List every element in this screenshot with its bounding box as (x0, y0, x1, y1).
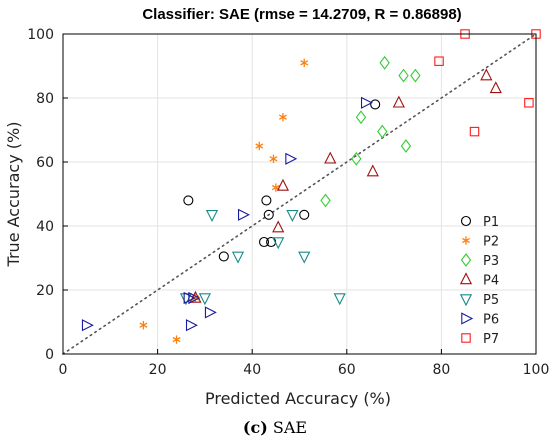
series-p5 (179, 210, 346, 306)
legend-label: P7 (483, 332, 499, 347)
data-point (524, 98, 534, 108)
data-point (204, 306, 217, 319)
caption-label: (c) (242, 418, 268, 437)
data-point (231, 251, 245, 264)
x-tick-label: 100 (523, 362, 550, 378)
scatter-chart: Classifier: SAE (rmse = 14.2709, R = 0.8… (4, 6, 550, 408)
legend-marker (460, 253, 472, 267)
data-point (255, 141, 264, 151)
legend-label: P2 (483, 235, 499, 250)
caption-text: SAE (272, 418, 308, 437)
data-point (320, 193, 331, 208)
data-point (469, 126, 480, 137)
y-axis-label: True Accuracy (%) (4, 122, 23, 268)
x-tick-labels: 0 20 40 60 80 100 (59, 362, 550, 378)
data-point (351, 151, 362, 166)
data-point (272, 237, 285, 250)
y-tick-label: 0 (45, 347, 54, 363)
data-point (324, 151, 337, 164)
data-point (198, 293, 211, 306)
data-point (139, 321, 148, 330)
legend-label: P6 (483, 313, 499, 328)
data-point (370, 99, 381, 110)
data-point (266, 236, 277, 248)
data-point (360, 96, 373, 109)
data-point (258, 236, 270, 248)
figure-caption: (c) SAE (0, 418, 550, 437)
data-point (392, 95, 405, 108)
x-tick-label: 60 (338, 362, 356, 378)
legend-label: P4 (483, 274, 499, 289)
legend-label: P3 (483, 254, 499, 269)
data-point (218, 251, 229, 262)
data-point (333, 293, 346, 306)
data-point (410, 68, 421, 83)
x-tick-label: 20 (149, 362, 167, 378)
data-point (285, 152, 298, 165)
data-point (81, 319, 94, 332)
data-point (237, 208, 250, 221)
y-tick-label: 80 (36, 91, 54, 107)
plot-area-frame (62, 33, 537, 355)
legend-marker (461, 333, 471, 343)
y-tick-label: 100 (27, 27, 54, 43)
data-point (172, 335, 181, 344)
data-points (81, 29, 541, 344)
data-point (261, 195, 272, 206)
data-point (298, 251, 311, 264)
data-point (205, 210, 219, 223)
series-p6 (81, 96, 373, 332)
series-p1 (183, 99, 381, 262)
data-point (299, 209, 310, 220)
data-point (272, 220, 285, 233)
series-p4 (189, 68, 502, 303)
legend-marker (459, 272, 473, 285)
data-point (188, 291, 201, 305)
data-point (278, 113, 287, 122)
series-p2 (139, 58, 309, 344)
data-point (434, 56, 444, 66)
chart-title: Classifier: SAE (rmse = 14.2709, R = 0.8… (142, 6, 461, 23)
y-tick-label: 20 (36, 283, 54, 299)
reference-line (62, 33, 537, 355)
legend-marker (460, 215, 472, 227)
data-point (379, 55, 390, 70)
data-point (300, 58, 309, 67)
data-point (276, 178, 290, 191)
series-p7 (434, 29, 541, 137)
data-point (377, 124, 388, 139)
x-tick-label: 40 (243, 362, 261, 378)
data-point (480, 68, 493, 81)
data-point (286, 210, 299, 223)
x-tick-label: 80 (432, 362, 450, 378)
data-point (366, 164, 379, 177)
legend: P1 P2 P3 P4 P5 P6 P7 (459, 215, 499, 347)
y-tick-label: 40 (36, 219, 54, 235)
legend-marker (459, 294, 473, 307)
y-tick-labels: 0 20 40 60 80 100 (27, 27, 54, 363)
x-axis-label: Predicted Accuracy (%) (205, 389, 391, 408)
data-point (489, 81, 502, 94)
x-tick-label: 0 (59, 362, 68, 378)
data-point (263, 209, 274, 220)
data-point (183, 195, 194, 206)
legend-label: P1 (483, 215, 499, 230)
data-point (185, 319, 198, 332)
data-point (269, 154, 278, 163)
legend-marker (462, 236, 470, 245)
data-point (398, 68, 409, 83)
series-p3 (320, 55, 421, 208)
legend-marker (461, 312, 474, 325)
data-point (355, 110, 367, 125)
legend-label: P5 (483, 293, 499, 308)
y-tick-label: 60 (36, 155, 54, 171)
data-point (400, 139, 412, 153)
